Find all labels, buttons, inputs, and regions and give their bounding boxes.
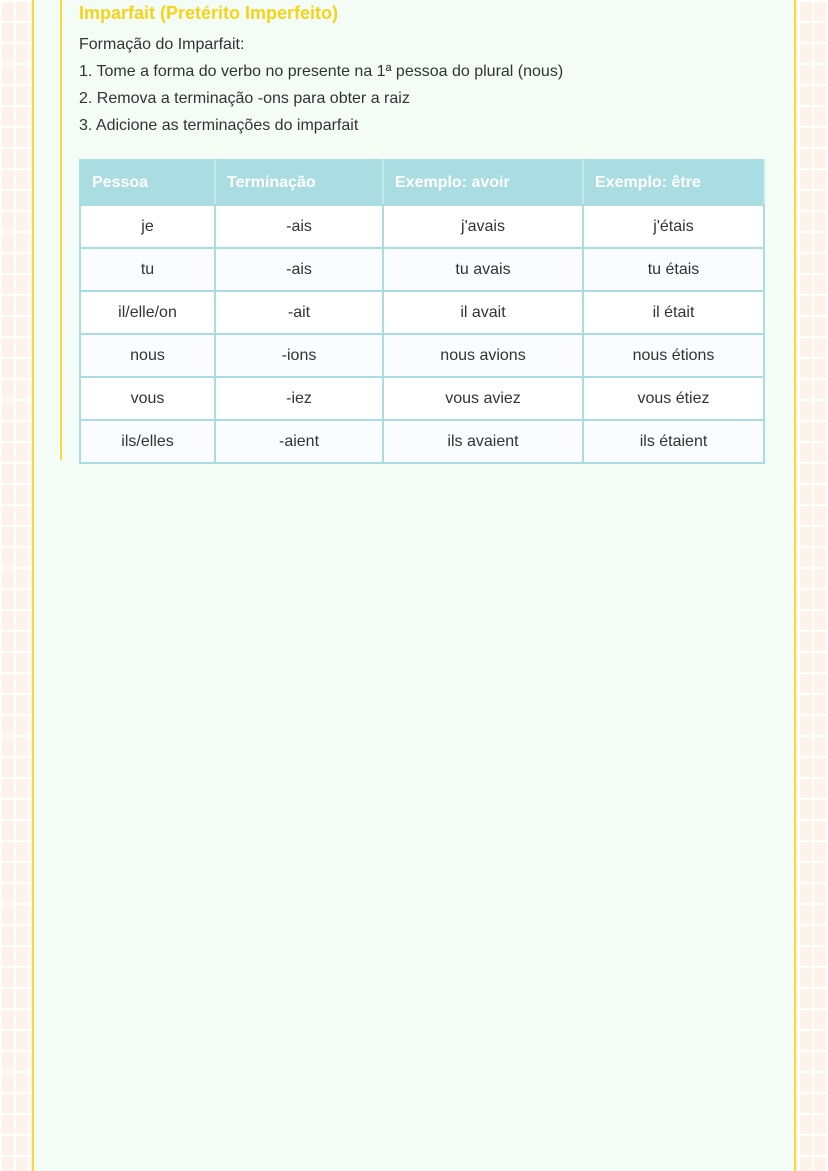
table-cell: -iez: [214, 376, 384, 421]
section-title: Imparfait (Pretérito Imperfeito): [79, 3, 339, 23]
page: Imparfait (Pretérito Imperfeito) Formaçã…: [32, 0, 796, 1171]
table-cell: nous étions: [582, 333, 765, 378]
step-3: 3. Adicione as terminações do imparfait: [79, 117, 359, 134]
table-cell: tu avais: [382, 247, 584, 292]
table-cell: nous avions: [382, 333, 584, 378]
step-2: 2. Remova a terminação -ons para obter a…: [79, 90, 410, 107]
table-row: je -ais j'avais j'étais: [79, 204, 765, 249]
table-row: ils/elles -aient ils avaient ils étaient: [79, 419, 765, 464]
table-cell: -ais: [214, 204, 384, 249]
table-cell: ils avaient: [382, 419, 584, 464]
table-row: tu -ais tu avais tu étais: [79, 247, 765, 292]
table-cell: il avait: [382, 290, 584, 335]
table-row: nous -ions nous avions nous étions: [79, 333, 765, 378]
table-cell: -aient: [214, 419, 384, 464]
table-cell: ils/elles: [79, 419, 216, 464]
table-cell: j'étais: [582, 204, 765, 249]
header-cell: Pessoa: [79, 159, 216, 206]
header-cell: Exemplo: être: [582, 159, 765, 206]
imparfait-section: Imparfait (Pretérito Imperfeito) Formaçã…: [60, 0, 765, 464]
table-cell: il était: [582, 290, 765, 335]
table-cell: -ait: [214, 290, 384, 335]
table-cell: ils étaient: [582, 419, 765, 464]
table-row: vous -iez vous aviez vous étiez: [79, 376, 765, 421]
table-cell: vous étiez: [582, 376, 765, 421]
header-cell: Exemplo: avoir: [382, 159, 584, 206]
table-cell: nous: [79, 333, 216, 378]
step-1: 1. Tome a forma do verbo no presente na …: [79, 63, 564, 80]
table-cell: il/elle/on: [79, 290, 216, 335]
table-row: il/elle/on -ait il avait il était: [79, 290, 765, 335]
table-cell: j'avais: [382, 204, 584, 249]
intro-text: Formação do Imparfait:: [79, 36, 245, 53]
conjugation-table: Pessoa Terminação Exemplo: avoir Exemplo…: [79, 159, 765, 464]
table-cell: -ais: [214, 247, 384, 292]
table-cell: vous aviez: [382, 376, 584, 421]
table-cell: tu: [79, 247, 216, 292]
table-cell: -ions: [214, 333, 384, 378]
header-cell: Terminação: [214, 159, 384, 206]
table-cell: je: [79, 204, 216, 249]
table-header-row: Pessoa Terminação Exemplo: avoir Exemplo…: [79, 159, 765, 206]
table-cell: tu étais: [582, 247, 765, 292]
table-cell: vous: [79, 376, 216, 421]
